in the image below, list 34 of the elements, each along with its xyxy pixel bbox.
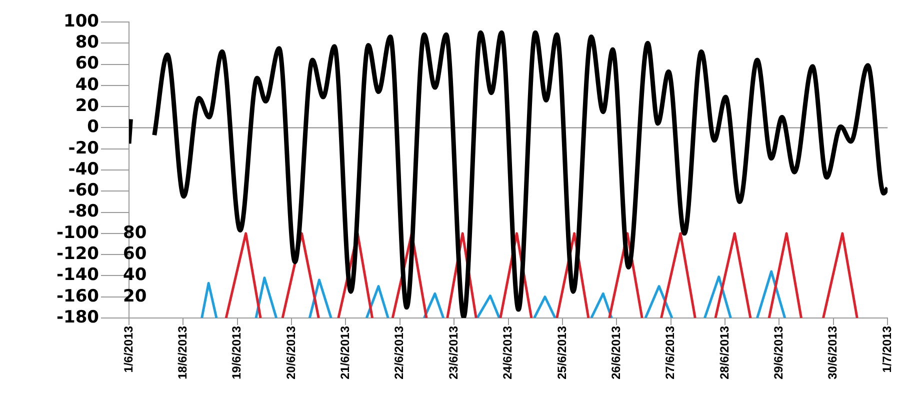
- x-tick-label: 1/7/2013: [880, 326, 894, 373]
- y-tick-label: -40: [68, 159, 100, 180]
- x-tick-label: 20/6/2013: [284, 326, 298, 380]
- x-tick-label: 27/6/2013: [663, 326, 678, 380]
- x-tick-label: 25/6/2013: [554, 326, 569, 380]
- x-tick-label: 22/6/2013: [392, 326, 406, 380]
- y-tick-label: -180: [56, 307, 100, 328]
- y-tick-label: 100: [64, 11, 100, 32]
- y2-tick-label: 40: [123, 265, 147, 286]
- x-tick-label: 19/6/2013: [230, 326, 244, 380]
- x-tick-label: 21/6/2013: [338, 326, 352, 380]
- x-tick-label: 24/6/2013: [500, 326, 515, 380]
- y-tick-label: 20: [75, 96, 100, 116]
- x-tick-label: 18/6/2013: [176, 326, 190, 380]
- x-tick-label: 26/6/2013: [608, 326, 623, 380]
- x-tick-label: 29/6/2013: [772, 326, 786, 380]
- y-tick-label: -80: [68, 202, 100, 222]
- y-tick-label: 60: [75, 54, 100, 74]
- y-tick-label: -140: [56, 265, 100, 286]
- y-tick-label: 0: [87, 117, 100, 138]
- y-tick-label: -20: [68, 138, 100, 158]
- x-tick-label: 1/6/2013: [121, 326, 136, 373]
- y2-tick-label: 80: [123, 222, 147, 243]
- x-tick-label: 30/6/2013: [826, 326, 840, 380]
- x-tick-label: 28/6/2013: [717, 326, 732, 380]
- x-tick-label: 23/6/2013: [446, 326, 460, 380]
- y-tick-label: -60: [68, 180, 100, 201]
- y-tick-label: -120: [56, 244, 100, 264]
- y-tick-label: 40: [75, 74, 100, 95]
- y-tick-label: 80: [75, 32, 100, 53]
- y-tick-label: -160: [56, 286, 100, 306]
- y-tick-label: -100: [56, 222, 100, 243]
- y2-tick-label: 20: [123, 286, 147, 306]
- y2-tick-label: 60: [123, 244, 147, 264]
